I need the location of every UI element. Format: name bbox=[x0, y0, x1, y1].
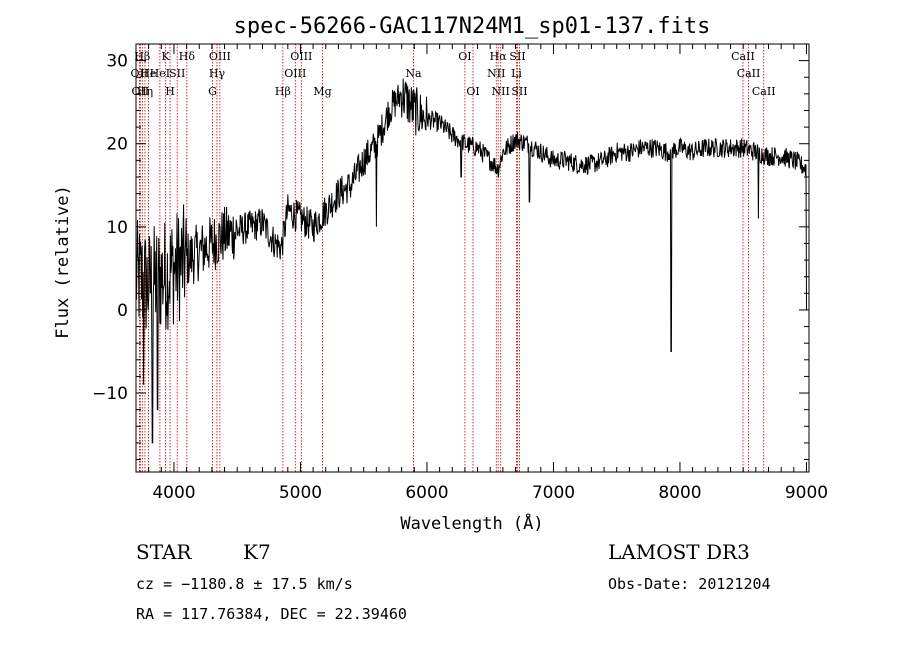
line-label: G bbox=[208, 85, 217, 98]
axis-ticks: 4000 5000 6000 7000 8000 9000 −10 0 10 20 30 bbox=[92, 43, 828, 503]
line-label: Hγ bbox=[209, 67, 226, 80]
line-label: OIII bbox=[290, 50, 312, 63]
line-label: SII bbox=[511, 85, 527, 98]
x-tick-label: 7000 bbox=[532, 483, 575, 503]
line-label: OII bbox=[131, 67, 149, 80]
y-tick-label: 10 bbox=[106, 218, 128, 238]
x-tick-label: 6000 bbox=[405, 483, 448, 503]
line-label: Hβ bbox=[134, 50, 150, 63]
y-tick-label: 0 bbox=[117, 301, 128, 321]
line-label: OI bbox=[458, 50, 471, 63]
x-tick-label: 9000 bbox=[785, 483, 828, 503]
x-axis-label: Wavelength (Å) bbox=[400, 512, 543, 534]
line-label: He bbox=[140, 67, 156, 80]
redshift-value: cz = −1180.8 ± 17.5 km/s bbox=[136, 575, 353, 593]
object-subclass: K7 bbox=[243, 540, 271, 564]
line-markers bbox=[139, 44, 765, 472]
observation-date: Obs-Date: 20121204 bbox=[608, 575, 771, 593]
line-label: OI bbox=[466, 85, 479, 98]
line-label: CaII bbox=[737, 67, 761, 80]
survey-name: LAMOST DR3 bbox=[608, 540, 750, 564]
line-label: HeI bbox=[150, 67, 170, 80]
chart-title: spec-56266-GAC117N24M1_sp01-137.fits bbox=[234, 14, 711, 39]
line-label: Mg bbox=[313, 85, 331, 98]
line-labels: OIIOIIHβHηHeHeIKHSIIHδGHγOIIIHβOIIIOIIIM… bbox=[131, 50, 776, 98]
y-tick-label: 20 bbox=[106, 135, 128, 155]
spectrum-line bbox=[135, 78, 807, 444]
y-axis-label: Flux (relative) bbox=[53, 185, 73, 339]
x-tick-label: 5000 bbox=[279, 483, 322, 503]
line-label: OIII bbox=[209, 50, 231, 63]
line-label: SII bbox=[509, 50, 525, 63]
line-label: CaII bbox=[752, 85, 776, 98]
plot-frame bbox=[135, 43, 810, 473]
x-tick-label: 8000 bbox=[658, 483, 701, 503]
line-label: Hη bbox=[137, 85, 153, 98]
line-label: H bbox=[165, 85, 175, 98]
line-label: Hβ bbox=[275, 85, 291, 98]
x-tick-label: 4000 bbox=[152, 483, 195, 503]
object-class: STAR bbox=[136, 540, 192, 564]
y-tick-label: 30 bbox=[106, 52, 128, 72]
line-label: Hδ bbox=[179, 50, 196, 63]
line-label: K bbox=[161, 50, 170, 63]
y-tick-label: −10 bbox=[92, 384, 128, 404]
line-label: CaII bbox=[731, 50, 755, 63]
line-label: SII bbox=[169, 67, 185, 80]
line-label: NII bbox=[487, 67, 505, 80]
line-label: NII bbox=[492, 85, 510, 98]
line-label: Hα bbox=[490, 50, 508, 63]
coordinates: RA = 117.76384, DEC = 22.39460 bbox=[136, 605, 407, 623]
line-label: Li bbox=[511, 67, 522, 80]
line-label: OIII bbox=[284, 67, 306, 80]
line-label: Na bbox=[405, 67, 422, 80]
